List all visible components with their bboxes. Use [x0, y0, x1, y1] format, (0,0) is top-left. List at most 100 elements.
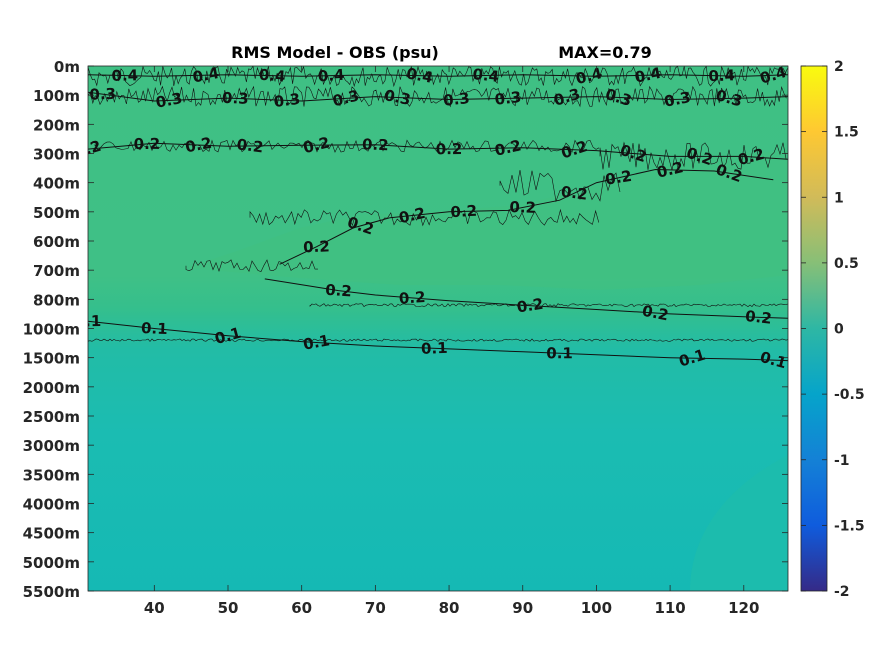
- contour-label: 0.1: [546, 344, 573, 362]
- x-tick-label: 80: [439, 599, 460, 617]
- y-tick-label: 3500m: [23, 466, 80, 484]
- hatch-band-400m: [499, 170, 621, 203]
- contour-label: 0.4: [111, 66, 138, 85]
- contour-label: 0.2: [493, 136, 523, 160]
- contour-label: 0.3: [222, 89, 249, 108]
- hatch-band-700m: [185, 259, 318, 273]
- y-tick-label: 5500m: [23, 583, 80, 601]
- contour-label: 0.2: [655, 158, 685, 182]
- contour-line: [88, 142, 788, 160]
- contour-label: 0.2: [450, 202, 478, 221]
- contour-label: 0.2: [301, 133, 331, 157]
- contour-label: 0.2: [398, 288, 426, 308]
- contour-label: 0.1: [75, 312, 102, 330]
- contour-line: [88, 74, 788, 77]
- y-tick-label: 300m: [33, 146, 80, 164]
- contour-label: 0.2: [641, 302, 671, 325]
- contour-label: 0.2: [436, 140, 463, 158]
- y-tick-label: 400m: [33, 175, 80, 193]
- contour-line: [279, 168, 774, 265]
- y-tick-label: 5000m: [23, 554, 80, 572]
- contour-label: 0.3: [442, 89, 470, 110]
- colorbar-tick-label: -0.5: [834, 387, 865, 403]
- y-tick-label: 2500m: [23, 408, 80, 426]
- contour-label: 0.4: [258, 66, 286, 86]
- y-tick-label: 3000m: [23, 437, 80, 455]
- chart-title: RMS Model - OBS (psu): [231, 43, 439, 62]
- y-tick-label: 700m: [33, 262, 80, 280]
- y-tick-label: 2000m: [23, 379, 80, 397]
- contour-label: 0.3: [273, 90, 302, 111]
- colorbar-tick-label: 0.5: [834, 256, 859, 272]
- hatch-line-1000m: [88, 338, 788, 342]
- x-tick-label: 60: [291, 599, 312, 617]
- x-tick-label: 70: [365, 599, 386, 617]
- contour-label: 0.4: [191, 64, 220, 87]
- contour-label: 0.1: [421, 339, 448, 358]
- contour-label: 0.2: [509, 198, 536, 217]
- y-tick-label: 1000m: [23, 321, 80, 339]
- contour-line: [88, 320, 788, 362]
- contour-label: 0.4: [317, 66, 345, 86]
- contour-label: 0.3: [89, 85, 116, 104]
- hatch-band-500m: [249, 208, 600, 227]
- y-tick-label: 200m: [33, 116, 80, 134]
- contour-label: 0.2: [134, 135, 161, 153]
- contour-label: 0.2: [604, 167, 633, 189]
- y-tick-label: 600m: [33, 233, 80, 251]
- contour-label: 0.2: [236, 135, 265, 156]
- hatch-band-100m: [88, 85, 787, 108]
- colorbar-tick-label: -1.5: [834, 518, 865, 534]
- contour-label: 0.2: [744, 307, 772, 328]
- x-tick-label: 90: [512, 599, 533, 617]
- colorbar-tick-label: 1: [834, 190, 844, 206]
- contour-label: 0.3: [494, 88, 522, 109]
- tongue-region: [186, 150, 788, 290]
- colorbar-tick-label: 0: [834, 322, 844, 338]
- contour-label: 0.1: [141, 319, 168, 338]
- y-tick-label: 500m: [33, 204, 80, 222]
- contour-labels: 0.1 0.1 0.1 0.1 0.1 0.1 0.1 0.10.2 0.2 0.2 0.2 0.20…: [75, 64, 788, 372]
- y-tick-label: 100m: [33, 87, 80, 105]
- contour-label: 0.4: [633, 64, 663, 87]
- y-tick-label: 4000m: [23, 496, 80, 514]
- colorbar-tick-label: 1.5: [834, 125, 859, 141]
- contour-label: 0.3: [663, 88, 692, 111]
- y-tick-label: 1500m: [23, 350, 80, 368]
- x-tick-label: 120: [728, 599, 759, 617]
- x-tick-label: 110: [654, 599, 685, 617]
- max-label: MAX=0.79: [558, 43, 652, 62]
- hatch-band-300m: [94, 139, 600, 153]
- contour-label: 0.4: [405, 64, 434, 87]
- y-tick-label: 800m: [33, 291, 80, 309]
- x-tick-label: 50: [218, 599, 239, 617]
- contour-label: 0.3: [154, 89, 183, 112]
- y-tick-label: 0m: [54, 58, 80, 76]
- contour-label: 0.2: [325, 281, 353, 301]
- colorbar-ticks: 2 1.5 1 0.5 0 -0.5 -1 -1.5 -2: [801, 59, 865, 600]
- y-axis: 0m 100m 200m 300m 400m 500m 600m 700m 800m 1000m 1…: [23, 58, 788, 601]
- contour-label: 0.2: [560, 183, 589, 204]
- contour-lines: [88, 74, 788, 362]
- contour-label: 0.4: [708, 66, 735, 85]
- contour-label: 0.3: [331, 86, 361, 110]
- colorbar-tick-label: -2: [834, 584, 850, 600]
- contour-label: 0.2: [362, 135, 389, 154]
- contour-line: [88, 91, 788, 102]
- bottom-right-region: [690, 455, 788, 591]
- colorbar-tick-label: -1: [834, 453, 850, 469]
- x-tick-label: 40: [144, 599, 165, 617]
- contour-label: 0.2: [303, 237, 330, 256]
- field-fill: [88, 66, 788, 591]
- colorbar-tick-label: 2: [834, 59, 844, 75]
- x-axis: 40 50 60 70 80 90 100 110 120: [144, 66, 759, 617]
- y-tick-label: 4500m: [23, 525, 80, 543]
- plot-area: 0.1 0.1 0.1 0.1 0.1 0.1 0.1 0.10.2 0.2 0.2 0.2 0.20…: [75, 64, 788, 591]
- x-tick-label: 100: [581, 599, 612, 617]
- contour-line: [264, 278, 788, 319]
- contour-label: 0.3: [383, 86, 413, 109]
- contour-label: 0.2: [516, 295, 545, 317]
- contour-label: 0.4: [472, 65, 500, 86]
- contour-label: 0.2: [184, 134, 213, 157]
